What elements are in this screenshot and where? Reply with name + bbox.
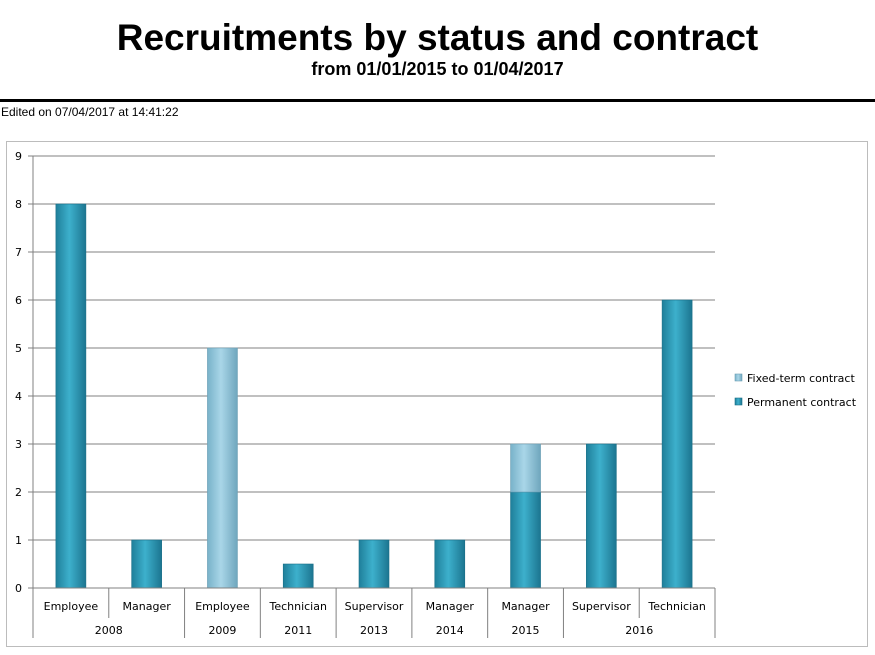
- chart-frame: 0 1 2 3 4 5 6 7 8 9 Employee Manager Employee Technic…: [6, 141, 868, 647]
- y-tick-label: 9: [15, 150, 22, 163]
- y-tick-label: 1: [15, 534, 22, 547]
- bar-fixed-term-contract: [207, 347, 238, 589]
- x-group-label: 2009: [208, 624, 236, 637]
- x-category-label: Manager: [501, 600, 550, 613]
- legend-permanent-label: Permanent contract: [747, 396, 857, 409]
- edited-timestamp: Edited on 07/04/2017 at 14:41:22: [1, 105, 179, 119]
- x-group-label: 2015: [512, 624, 540, 637]
- x-category-label: Technician: [268, 600, 327, 613]
- bar-permanent-contract: [282, 563, 314, 589]
- report-subtitle: from 01/01/2015 to 01/04/2017: [311, 59, 564, 79]
- x-category-label: Technician: [647, 600, 706, 613]
- x-group-label: 2014: [436, 624, 464, 637]
- y-tick-label: 3: [15, 438, 22, 451]
- y-tick-label: 6: [15, 294, 22, 307]
- legend-fixed-term-swatch: [734, 373, 743, 382]
- bar-permanent-contract: [434, 539, 466, 589]
- y-tick-label: 7: [15, 246, 22, 259]
- y-tick-label: 0: [15, 582, 22, 595]
- bar-permanent-contract: [510, 491, 541, 589]
- legend-permanent-swatch: [734, 397, 743, 406]
- bar-permanent-contract: [586, 443, 617, 589]
- bar-permanent-contract: [55, 203, 87, 589]
- x-category-label: Employee: [195, 600, 250, 613]
- x-category-label: Manager: [123, 600, 172, 613]
- y-tick-label: 2: [15, 486, 22, 499]
- x-category-label: Employee: [44, 600, 99, 613]
- axes: 0 1 2 3 4 5 6 7 8 9 Employee Manager Employee Technic…: [15, 150, 716, 638]
- x-group-label: 2008: [95, 624, 123, 637]
- legend: Fixed-term contract Permanent contract: [734, 372, 857, 409]
- report-title: Recruitments by status and contract: [116, 17, 759, 58]
- x-group-label: 2016: [625, 624, 653, 637]
- bar-fixed-term-contract: [510, 443, 541, 493]
- x-group-label: 2013: [360, 624, 388, 637]
- x-category-label: Manager: [426, 600, 475, 613]
- y-tick-label: 4: [15, 390, 22, 403]
- bar-permanent-contract: [358, 539, 390, 589]
- x-group-label: 2011: [284, 624, 312, 637]
- y-tick-label: 8: [15, 198, 22, 211]
- bar-permanent-contract: [131, 539, 162, 589]
- y-tick-label: 5: [15, 342, 22, 355]
- x-category-label: Supervisor: [345, 600, 404, 613]
- legend-fixed-term-label: Fixed-term contract: [747, 372, 855, 385]
- header-divider: [0, 99, 875, 102]
- bar-permanent-contract: [661, 299, 693, 589]
- recruitments-chart: 0 1 2 3 4 5 6 7 8 9 Employee Manager Employee Technic…: [15, 150, 857, 638]
- x-category-label: Supervisor: [572, 600, 631, 613]
